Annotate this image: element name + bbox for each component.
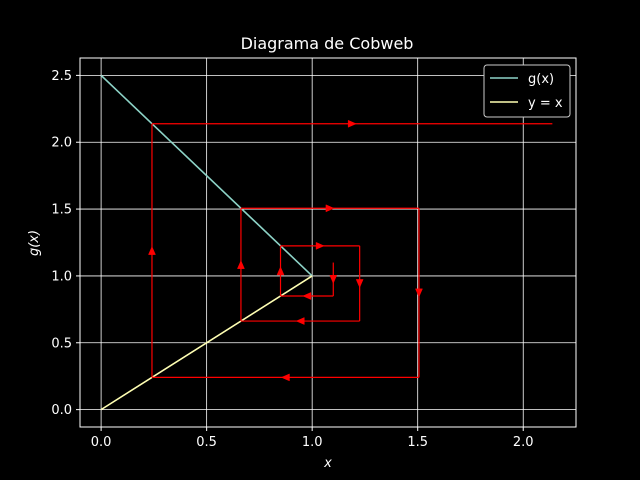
legend: g(x) y = x: [483, 64, 571, 118]
cobweb-layer: [148, 119, 553, 382]
y-axis-label: g(x): [27, 230, 42, 256]
y-tick-label: 1.0: [51, 269, 72, 284]
cobweb-arrow: [415, 288, 423, 298]
legend-label-gx: g(x): [528, 72, 554, 87]
cobweb-arrow: [276, 266, 285, 276]
cobweb-arrow: [280, 373, 290, 382]
y-tick-label: 0.0: [51, 403, 72, 418]
cobweb-arrow: [295, 317, 305, 325]
plot-frame: [79, 57, 577, 428]
y-tick-label: 1.5: [51, 203, 72, 218]
y-tick-label: 0.5: [51, 336, 72, 351]
y-tick-label: 2.5: [51, 69, 72, 84]
cobweb-arrow: [325, 204, 335, 213]
x-tick-label: 1.0: [302, 435, 323, 450]
y-tick-label: 2.0: [51, 136, 72, 151]
cobweb-arrow: [315, 241, 325, 250]
series-line-identity: [100, 275, 313, 411]
cobweb-start-arrow: [329, 275, 338, 284]
cobweb-arrow: [302, 292, 312, 300]
cobweb-arrow: [347, 119, 357, 128]
series-layer: [100, 74, 313, 411]
cobweb-arrow: [148, 245, 156, 255]
cobweb-arrow: [237, 260, 245, 269]
x-tick-label: 0.0: [91, 435, 112, 450]
legend-label-identity: y = x: [528, 96, 563, 111]
series-line-gx: [100, 74, 313, 277]
x-tick-label: 1.5: [407, 435, 428, 450]
x-axis-label: x: [323, 456, 332, 471]
x-tick-label: 0.5: [196, 435, 217, 450]
ticks-layer: 0.0 0.5 1.0 1.5 2.0 0.0 0.5 1.0 1.5 2.0 2.5: [51, 69, 533, 450]
chart-title: Diagrama de Cobweb: [241, 34, 414, 53]
cobweb-arrow: [355, 279, 364, 289]
x-tick-label: 2.0: [513, 435, 534, 450]
